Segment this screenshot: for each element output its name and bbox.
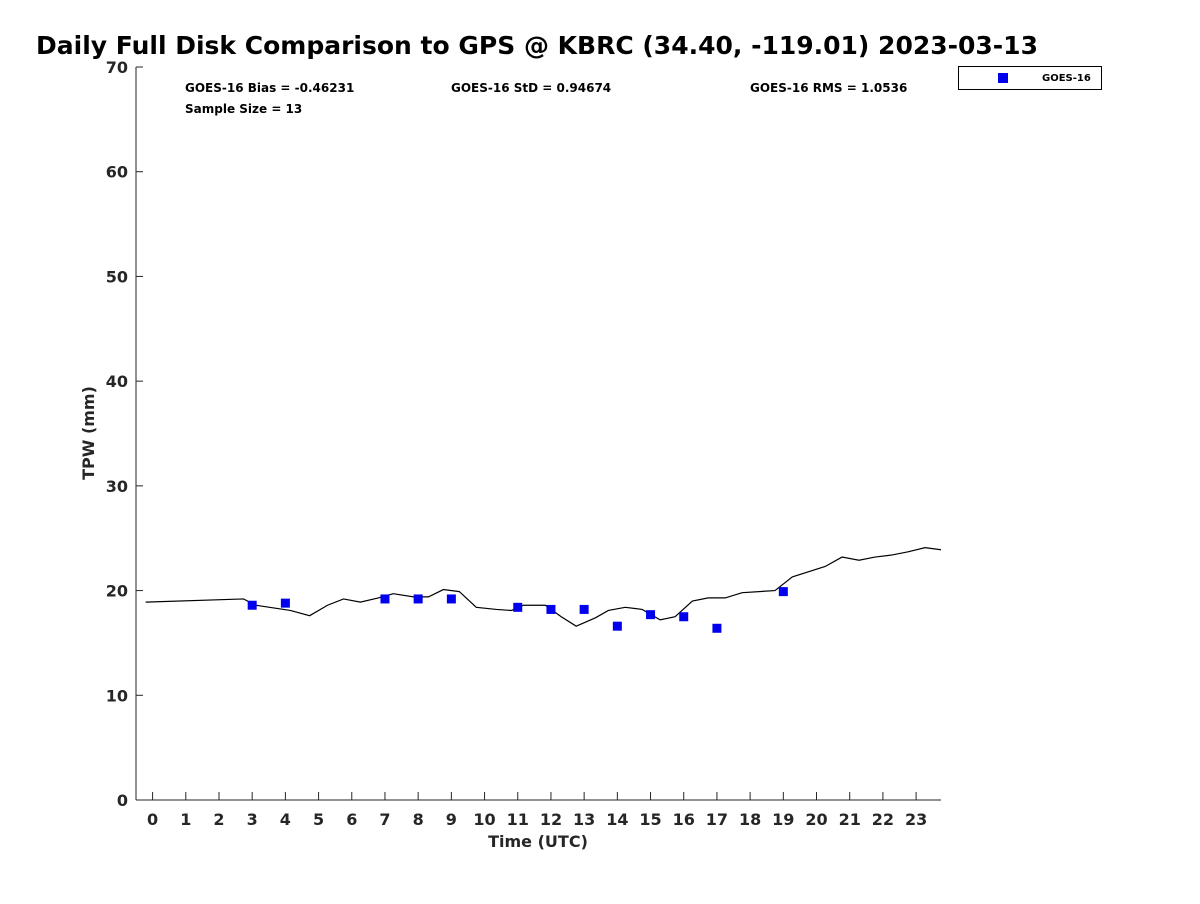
x-tick-label: 16 <box>673 810 695 829</box>
y-tick-label: 10 <box>106 686 128 705</box>
x-tick-label: 13 <box>573 810 595 829</box>
x-tick-label: 10 <box>473 810 495 829</box>
legend-box <box>958 66 1102 90</box>
x-axis-label: Time (UTC) <box>488 832 588 851</box>
x-tick-label: 12 <box>540 810 562 829</box>
data-point-goes-16 <box>280 598 290 608</box>
x-tick-label: 3 <box>247 810 258 829</box>
data-point-goes-16 <box>579 604 589 614</box>
x-tick-label: 8 <box>413 810 424 829</box>
y-tick-label: 30 <box>106 477 128 496</box>
x-tick-label: 1 <box>180 810 191 829</box>
legend-label-goes16: GOES-16 <box>1042 73 1091 84</box>
data-point-goes-16 <box>247 600 257 610</box>
chart-title: Daily Full Disk Comparison to GPS @ KBRC… <box>36 31 1038 60</box>
stat-sample-size: Sample Size = 13 <box>185 102 302 116</box>
y-axis-label: TPW (mm) <box>79 386 98 480</box>
legend: GOES-16 <box>958 66 1102 90</box>
x-tick-label: 7 <box>379 810 390 829</box>
x-tick-label: 2 <box>213 810 224 829</box>
x-tick-label: 23 <box>905 810 927 829</box>
stat-rms: GOES-16 RMS = 1.0536 <box>750 81 907 95</box>
x-tick-label: 18 <box>739 810 761 829</box>
y-tick-label: 70 <box>106 58 128 77</box>
data-point-goes-16 <box>679 612 689 622</box>
y-tick-label: 50 <box>106 267 128 286</box>
y-tick-label: 0 <box>117 791 128 810</box>
legend-marker-goes16 <box>998 73 1008 83</box>
x-tick-label: 9 <box>446 810 457 829</box>
data-point-goes-16 <box>712 623 722 633</box>
data-point-goes-16 <box>380 594 390 604</box>
x-tick-label: 6 <box>346 810 357 829</box>
y-tick-label: 20 <box>106 582 128 601</box>
x-tick-label: 11 <box>507 810 529 829</box>
data-point-goes-16 <box>413 594 423 604</box>
x-tick-label: 15 <box>639 810 661 829</box>
data-point-goes-16 <box>546 604 556 614</box>
x-tick-label: 17 <box>706 810 728 829</box>
data-point-goes-16 <box>513 602 523 612</box>
y-tick-label: 40 <box>106 372 128 391</box>
x-tick-label: 4 <box>280 810 291 829</box>
x-tick-label: 0 <box>147 810 158 829</box>
data-point-goes-16 <box>778 587 788 597</box>
stat-bias: GOES-16 Bias = -0.46231 <box>185 81 354 95</box>
x-tick-label: 22 <box>872 810 894 829</box>
x-tick-label: 5 <box>313 810 324 829</box>
data-point-goes-16 <box>646 610 656 620</box>
x-tick-label: 21 <box>839 810 861 829</box>
x-tick-label: 19 <box>772 810 794 829</box>
stat-std: GOES-16 StD = 0.94674 <box>451 81 611 95</box>
x-tick-label: 20 <box>805 810 827 829</box>
data-point-goes-16 <box>612 621 622 631</box>
y-tick-label: 60 <box>106 163 128 182</box>
data-point-goes-16 <box>446 594 456 604</box>
series-line-gps <box>145 547 942 627</box>
x-tick-label: 14 <box>606 810 628 829</box>
